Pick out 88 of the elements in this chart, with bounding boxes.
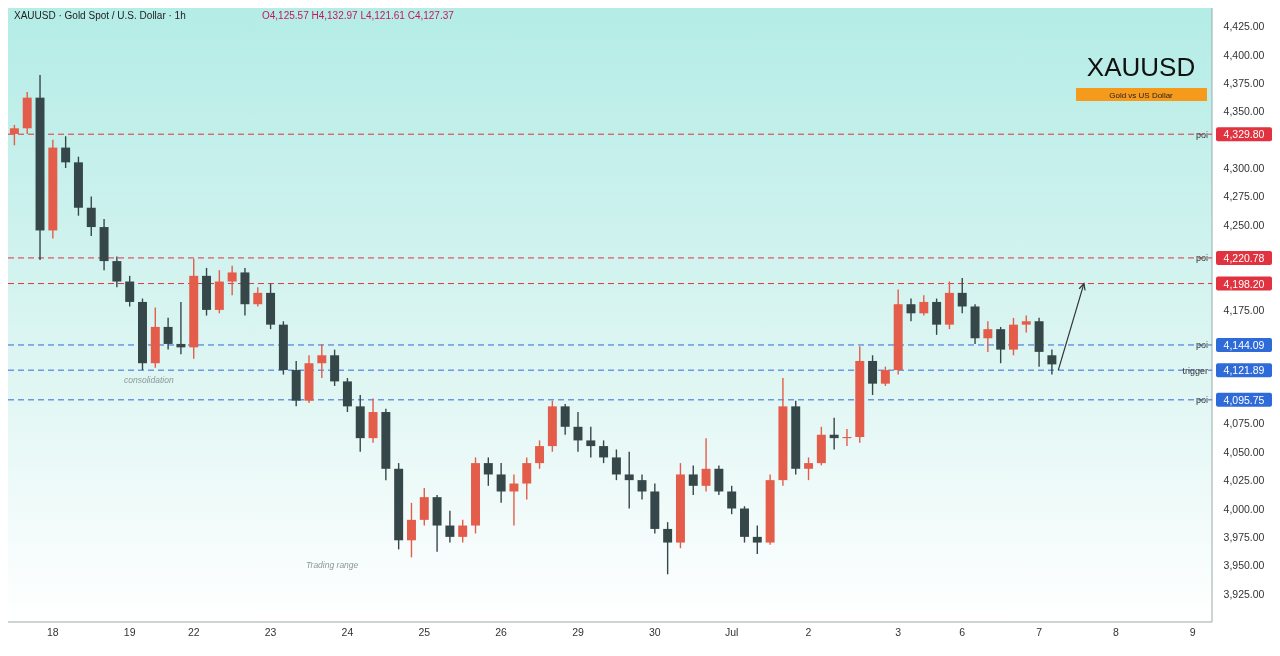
ref-line-label: poi xyxy=(1195,340,1208,351)
candlestick xyxy=(9,124,19,147)
candlestick xyxy=(560,403,570,436)
candlestick xyxy=(445,510,455,544)
x-tick-label: 2 xyxy=(805,626,812,638)
candlestick xyxy=(663,521,673,576)
x-tick-label: 23 xyxy=(264,626,277,638)
candlestick xyxy=(317,343,327,379)
candlestick xyxy=(611,448,621,481)
y-tick-label: 4,025.00 xyxy=(1223,474,1265,487)
candlestick xyxy=(688,464,698,496)
text: 4,144.09 xyxy=(1223,338,1265,351)
y-tick-label: 3,975.00 xyxy=(1223,530,1265,543)
text: 4,095.75 xyxy=(1223,393,1265,406)
candlestick xyxy=(752,524,762,555)
candlestick xyxy=(535,439,545,470)
candlestick xyxy=(714,464,724,496)
y-tick-label: 4,400.00 xyxy=(1223,48,1265,61)
y-tick-label: 3,950.00 xyxy=(1223,559,1265,572)
candlestick xyxy=(727,485,737,515)
candlestick xyxy=(868,354,878,396)
y-tick-label: 3,925.00 xyxy=(1223,587,1265,600)
x-tick-label: 18 xyxy=(46,626,59,638)
candlestick xyxy=(86,195,96,237)
candlestick xyxy=(983,320,993,353)
candlestick xyxy=(522,456,532,501)
text: 4,329.80 xyxy=(1223,128,1265,141)
candlestick xyxy=(637,473,647,501)
ref-line-label: poi xyxy=(1195,253,1208,264)
y-tick-label: 4,250.00 xyxy=(1223,218,1265,231)
text: 4,121.89 xyxy=(1223,364,1265,377)
candlestick xyxy=(112,255,122,288)
candlestick xyxy=(957,277,967,314)
x-tick-label: 8 xyxy=(1113,626,1120,638)
candlestick xyxy=(61,135,71,169)
ref-line-label: trigger xyxy=(1182,365,1208,376)
y-tick-label: 4,000.00 xyxy=(1223,502,1265,515)
x-tick-label: 26 xyxy=(495,626,508,638)
y-tick-label: 4,425.00 xyxy=(1223,20,1265,33)
x-tick-label: 29 xyxy=(572,626,584,638)
annotation: O4,125.57 H4,132.97 L4,121.61 C4,127.37 xyxy=(262,10,455,21)
y-tick-label: 4,350.00 xyxy=(1223,105,1265,118)
text: Gold vs US Dollar xyxy=(1109,91,1174,100)
x-tick-label: 30 xyxy=(648,626,661,638)
annotation: Trading range xyxy=(306,560,359,570)
x-tick-label: 25 xyxy=(418,626,431,638)
x-tick-label: 6 xyxy=(959,626,966,638)
x-tick-label: Jul xyxy=(724,626,739,638)
text: 4,198.20 xyxy=(1223,277,1265,290)
candlestick xyxy=(842,428,852,447)
y-tick-label: 4,300.00 xyxy=(1223,162,1265,175)
candlestick xyxy=(804,456,814,481)
candlestick xyxy=(599,439,609,464)
x-tick-label: 24 xyxy=(341,626,354,638)
candlestick xyxy=(586,426,596,459)
candlestick xyxy=(880,365,890,387)
candlestick xyxy=(419,487,429,527)
x-tick-label: 19 xyxy=(123,626,136,638)
text: 4,220.78 xyxy=(1223,251,1265,264)
ref-line-label: poi xyxy=(1195,395,1208,406)
y-tick-label: 4,275.00 xyxy=(1223,190,1265,203)
candlestick xyxy=(227,264,237,296)
candlestick xyxy=(163,317,173,351)
candlestick xyxy=(483,456,493,487)
x-tick-label: 3 xyxy=(895,626,902,638)
candlestick xyxy=(406,502,416,559)
annotation: consolidation xyxy=(124,375,174,385)
y-tick-label: 4,050.00 xyxy=(1223,445,1265,458)
x-tick-label: 9 xyxy=(1189,626,1196,638)
y-tick-label: 4,075.00 xyxy=(1223,417,1265,430)
candlestick xyxy=(253,286,263,308)
y-tick-label: 4,175.00 xyxy=(1223,303,1265,316)
chart-title: XAUUSD · Gold Spot / U.S. Dollar · 1h xyxy=(14,10,186,21)
x-tick-label: 7 xyxy=(1036,626,1043,638)
x-tick-label: 22 xyxy=(187,626,200,638)
candlestick xyxy=(496,462,506,504)
candlestick xyxy=(458,519,468,544)
candlestick xyxy=(996,326,1006,364)
y-tick-label: 4,375.00 xyxy=(1223,76,1265,89)
candlestick xyxy=(701,437,711,493)
annotation: XAUUSD xyxy=(1086,52,1196,82)
candlestick xyxy=(125,275,135,308)
candlestick xyxy=(573,411,583,453)
candlestick xyxy=(624,451,634,510)
candlestick xyxy=(932,297,942,336)
ref-line-label: poi xyxy=(1195,129,1208,140)
candlestick xyxy=(919,294,929,317)
candlestick xyxy=(1047,348,1057,376)
